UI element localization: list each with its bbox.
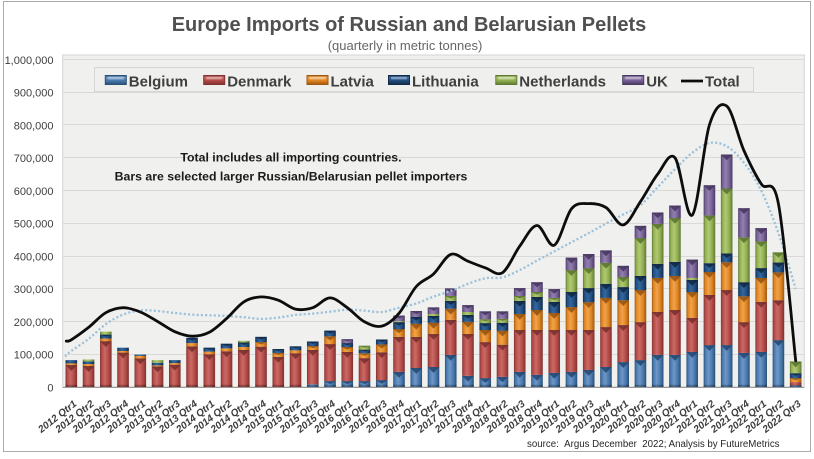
svg-text:0: 0 [47, 382, 53, 394]
svg-text:100,000: 100,000 [14, 350, 54, 362]
svg-text:700,000: 700,000 [14, 153, 54, 165]
svg-text:Latvia: Latvia [331, 74, 375, 91]
svg-text:1,000,000: 1,000,000 [5, 55, 54, 67]
svg-text:Total includes all importing c: Total includes all importing countries. [180, 151, 401, 165]
svg-text:500,000: 500,000 [14, 219, 54, 231]
svg-text:Europe Imports of Russian and: Europe Imports of Russian and Belarusian… [172, 14, 647, 36]
svg-text:200,000: 200,000 [14, 317, 54, 329]
svg-text:800,000: 800,000 [14, 120, 54, 132]
svg-text:Belgium: Belgium [129, 74, 188, 91]
svg-text:Total: Total [705, 74, 740, 91]
svg-text:400,000: 400,000 [14, 251, 54, 263]
svg-text:Bars are selected larger Russi: Bars are selected larger Russian/Belarus… [115, 170, 468, 184]
svg-text:600,000: 600,000 [14, 186, 54, 198]
svg-text:(quarterly in metric tonnes): (quarterly in metric tonnes) [328, 38, 483, 53]
svg-text:Denmark: Denmark [227, 74, 292, 91]
svg-text:900,000: 900,000 [14, 88, 54, 100]
svg-text:source: Argus December 2022;: source: Argus December 2022; Analysis by… [527, 439, 780, 450]
svg-text:Netherlands: Netherlands [519, 74, 606, 91]
svg-text:UK: UK [646, 74, 668, 91]
svg-text:Lithuania: Lithuania [412, 74, 479, 91]
svg-text:300,000: 300,000 [14, 284, 54, 296]
